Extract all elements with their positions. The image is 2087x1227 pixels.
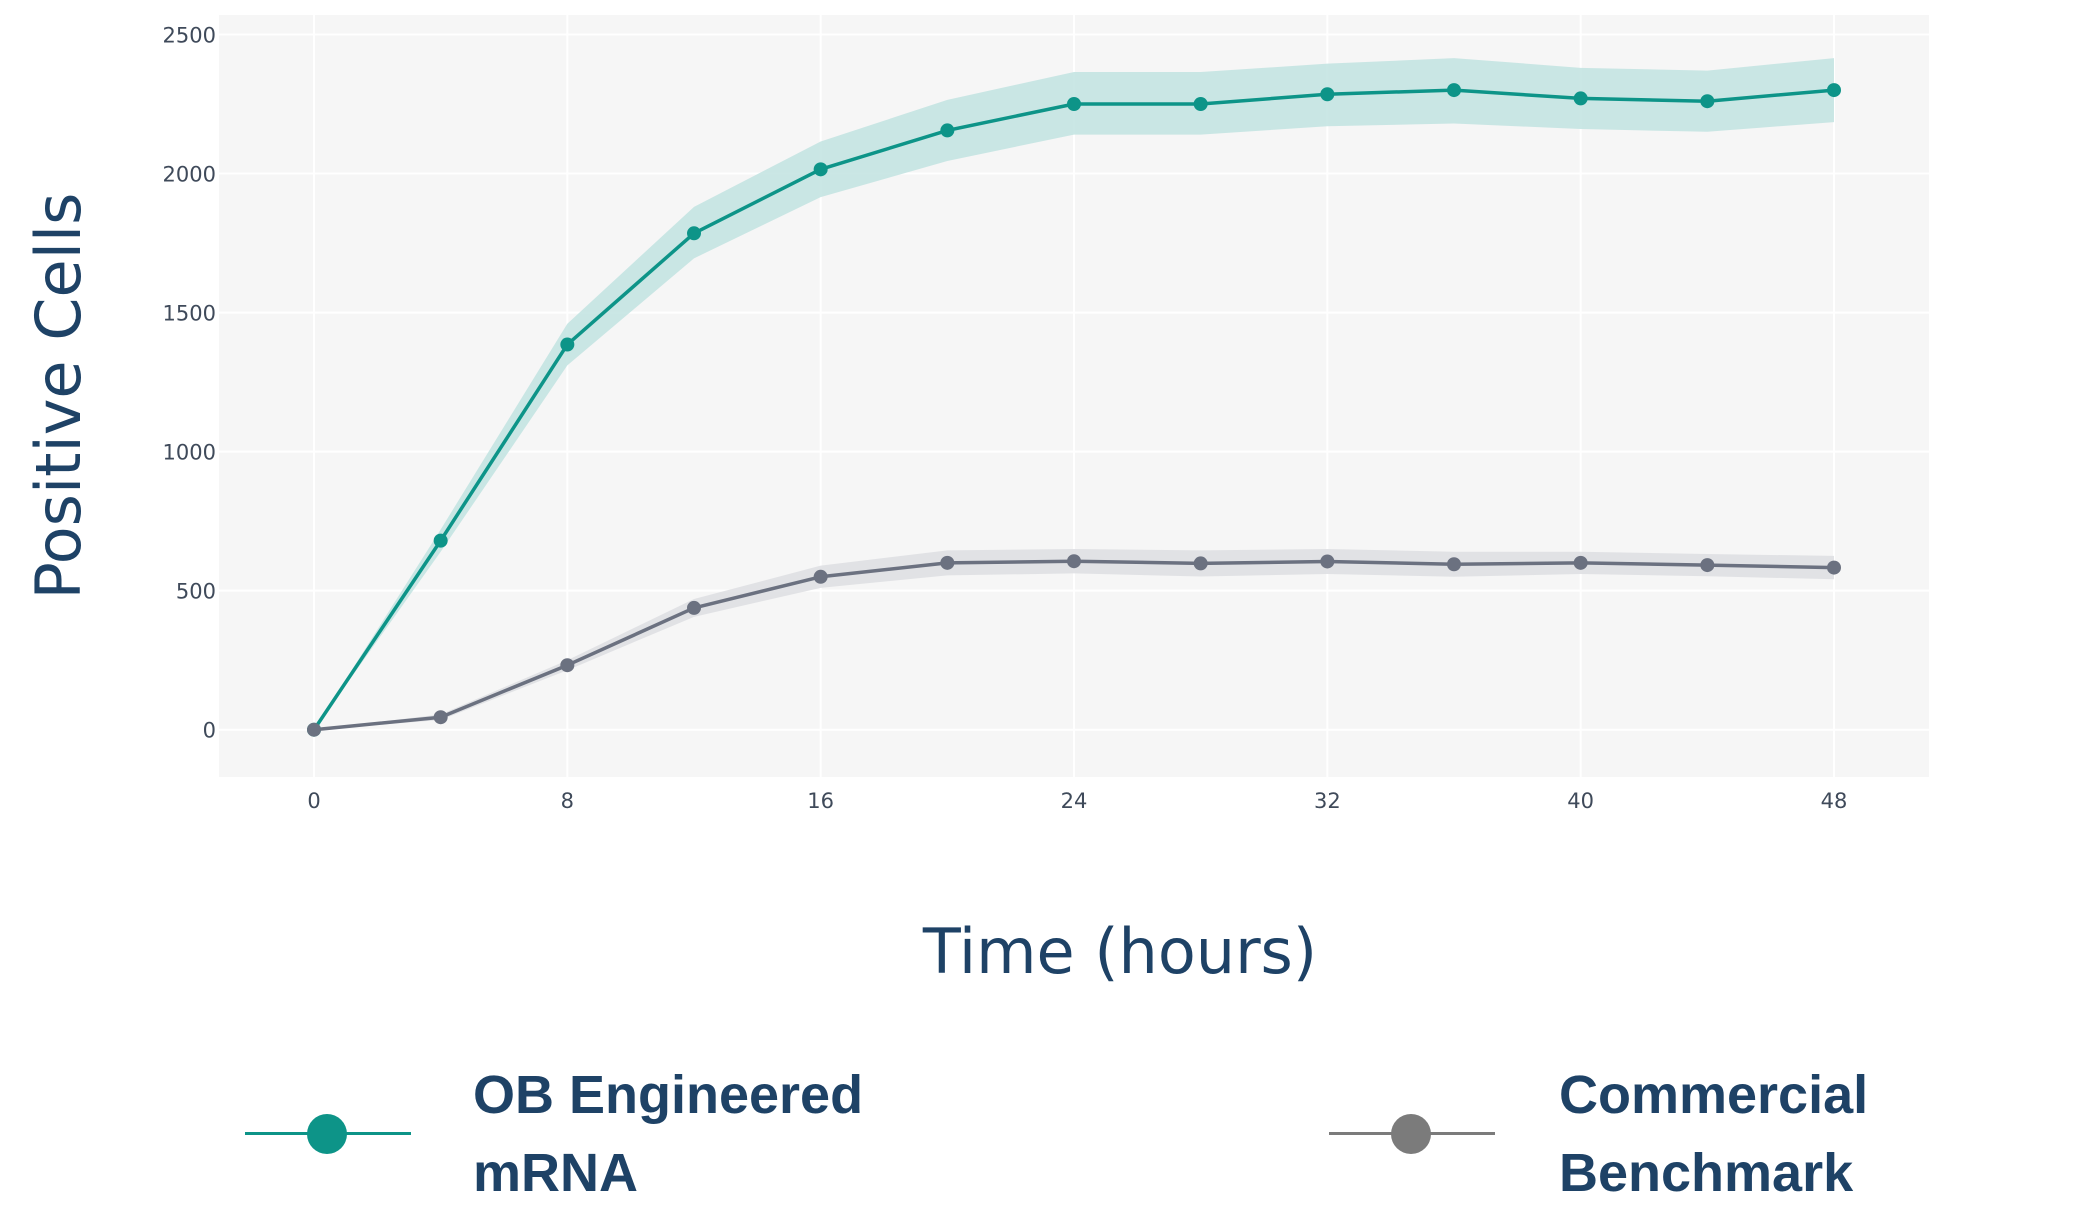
- confidence-bands: [314, 58, 1834, 730]
- y-axis-title: Positive Cells: [22, 193, 95, 600]
- data-point-ob-engineered-mrna[interactable]: [1193, 96, 1208, 111]
- data-point-ob-engineered-mrna[interactable]: [1067, 96, 1081, 111]
- y-tick-labels: 0 500 1000 1500 2000 2500: [163, 23, 216, 742]
- x-tick-labels: 0 8 16 24 32 40 48: [307, 789, 1847, 813]
- data-point-commercial-benchmark[interactable]: [307, 722, 321, 737]
- y-tick-label: 1500: [163, 302, 216, 326]
- y-tick-label: 2000: [163, 163, 216, 187]
- data-point-commercial-benchmark[interactable]: [1573, 555, 1588, 570]
- data-point-commercial-benchmark[interactable]: [1067, 554, 1081, 569]
- data-point-ob-engineered-mrna[interactable]: [433, 533, 448, 548]
- data-point-commercial-benchmark[interactable]: [433, 710, 448, 725]
- x-tick-label: 40: [1567, 789, 1594, 813]
- x-axis-title: Time (hours): [922, 915, 1317, 988]
- y-tick-label: 2500: [163, 23, 216, 47]
- x-tick-label: 32: [1314, 789, 1341, 813]
- x-tick-label: 0: [307, 789, 320, 813]
- x-tick-label: 8: [561, 789, 574, 813]
- y-tick-label: 1000: [163, 441, 216, 465]
- data-points: [307, 83, 1841, 737]
- data-point-commercial-benchmark[interactable]: [1320, 554, 1335, 569]
- band-commercial-benchmark: [314, 548, 1834, 730]
- data-point-ob-engineered-mrna[interactable]: [687, 226, 701, 241]
- legend-item-commercial-benchmark[interactable]: Commercial Benchmark: [1329, 1056, 1868, 1212]
- data-point-commercial-benchmark[interactable]: [813, 569, 828, 584]
- data-point-commercial-benchmark[interactable]: [1447, 557, 1461, 572]
- legend-marker-ob-engineered-mrna: [245, 1104, 411, 1164]
- data-point-ob-engineered-mrna[interactable]: [1447, 83, 1461, 98]
- legend-label-ob-engineered-mrna: OB Engineered mRNA: [473, 1065, 864, 1203]
- data-point-ob-engineered-mrna[interactable]: [1700, 94, 1715, 109]
- x-tick-label: 24: [1061, 789, 1088, 813]
- data-point-commercial-benchmark[interactable]: [1193, 556, 1208, 571]
- x-tick-label: 48: [1821, 789, 1848, 813]
- data-point-ob-engineered-mrna[interactable]: [560, 337, 575, 352]
- legend-marker-commercial-benchmark: [1329, 1104, 1495, 1164]
- data-point-ob-engineered-mrna[interactable]: [1827, 83, 1841, 98]
- data-point-ob-engineered-mrna[interactable]: [1573, 91, 1588, 106]
- data-point-ob-engineered-mrna[interactable]: [1320, 87, 1335, 102]
- data-point-ob-engineered-mrna[interactable]: [813, 162, 828, 177]
- data-point-ob-engineered-mrna[interactable]: [940, 123, 955, 138]
- data-point-commercial-benchmark[interactable]: [1827, 560, 1841, 575]
- y-tick-label: 0: [203, 719, 216, 743]
- y-tick-label: 500: [176, 580, 216, 604]
- data-point-commercial-benchmark[interactable]: [560, 658, 575, 673]
- x-tick-label: 16: [807, 789, 834, 813]
- data-point-commercial-benchmark[interactable]: [687, 600, 701, 615]
- legend-item-ob-engineered-mrna[interactable]: OB Engineered mRNA: [245, 1056, 863, 1212]
- legend-label-commercial-benchmark: Commercial Benchmark: [1559, 1065, 1869, 1203]
- band-ob-engineered-mrna: [314, 58, 1834, 730]
- data-point-commercial-benchmark[interactable]: [1700, 558, 1715, 573]
- data-point-commercial-benchmark[interactable]: [940, 555, 955, 570]
